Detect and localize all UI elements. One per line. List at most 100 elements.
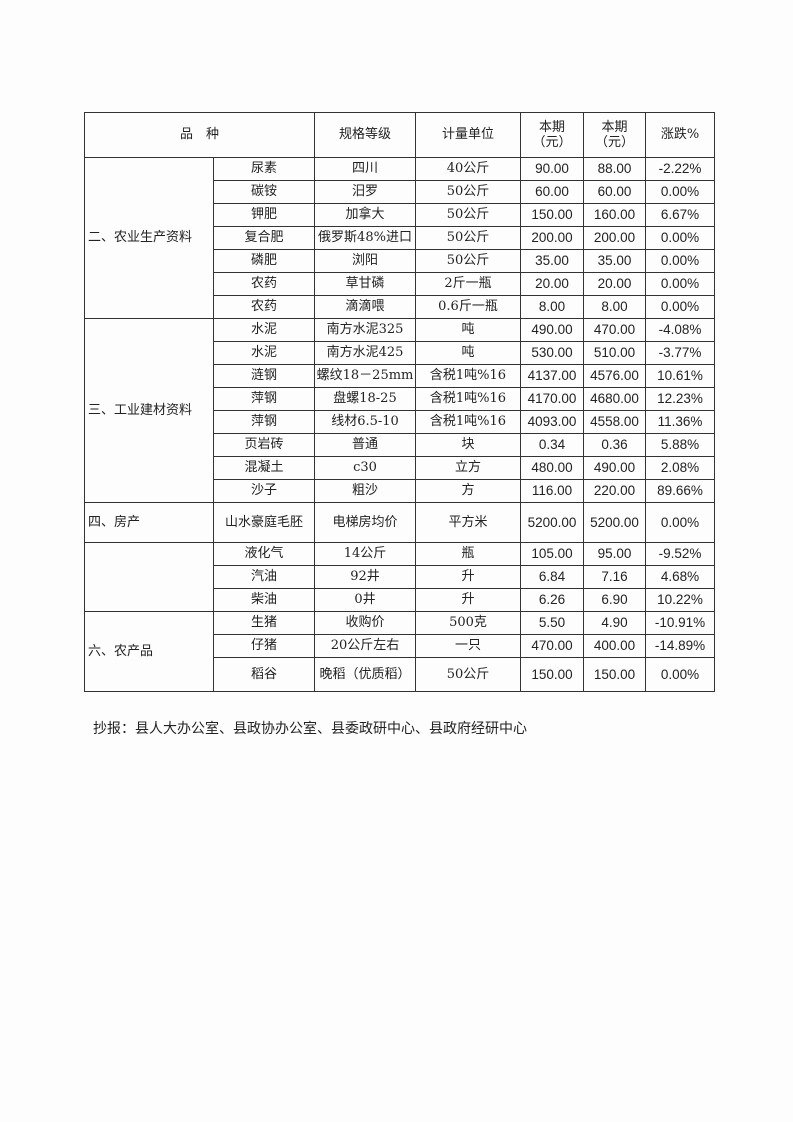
table-row: 稻谷 晚稻（优质稻） 50公斤 150.00 150.00 0.00%: [85, 657, 715, 692]
cell-unit: 吨: [415, 318, 521, 342]
cell-unit: 500克: [415, 611, 521, 635]
cell-item: 液化气: [213, 542, 315, 566]
cell-change: 4.68%: [645, 565, 715, 589]
header-change: 涨跌%: [645, 112, 715, 158]
cell-change: 6.67%: [645, 203, 715, 227]
cell-unit: 含税1吨%16: [415, 410, 521, 434]
cell-item: 山水豪庭毛胚: [213, 502, 315, 543]
header-variety: 品 种: [84, 112, 315, 158]
cell-spec: 普通: [314, 433, 416, 457]
table-row: 页岩砖 普通块 0.34 0.36 5.88%: [85, 433, 715, 457]
cell-change: -9.52%: [645, 542, 715, 566]
cell-price-2: 4576.00: [583, 364, 646, 388]
cell-unit: 50公斤: [415, 657, 521, 692]
cell-price-2: 160.00: [583, 203, 646, 227]
cell-unit: 块: [415, 433, 521, 457]
category-label: 三、工业建材资料: [84, 318, 214, 503]
cell-change: -14.89%: [645, 634, 715, 658]
cell-price-1: 200.00: [520, 226, 584, 250]
cell-price-2: 60.00: [583, 180, 646, 204]
cell-price-2: 4680.00: [583, 387, 646, 411]
cell-item: 沙子: [213, 479, 315, 503]
cell-price-1: 20.00: [520, 272, 584, 296]
cell-unit: 50公斤: [415, 249, 521, 273]
cell-item: 汽油: [213, 565, 315, 589]
table-row: 农药 草甘磷 2斤一瓶 20.00 20.00 0.00%: [85, 272, 715, 296]
cell-price-2: 4558.00: [583, 410, 646, 434]
cell-item: 钾肥: [213, 203, 315, 227]
table-row: 汽油 92井升 6.84 7.16 4.68%: [85, 565, 715, 589]
category-label: 四、房产: [84, 502, 214, 543]
cell-change: 0.00%: [645, 502, 715, 543]
cell-item: 页岩砖: [213, 433, 315, 457]
table-row: 萍钢 线材6.5-10 含税1吨%16 4093.00 4558.00 11.36%: [85, 410, 715, 434]
table-row: 沙子 粗沙方 116.00 220.00 89.66%: [85, 479, 715, 503]
table-row: 萍钢 盘螺18-25 含税1吨%16 4170.00 4680.00 12.23%: [85, 387, 715, 411]
cell-spec: 加拿大: [314, 203, 416, 227]
cell-price-1: 150.00: [520, 657, 584, 692]
cc-footer: 抄报：县人大办公室、县政协办公室、县委政研中心、县政府经研中心: [93, 721, 527, 737]
cell-price-1: 116.00: [520, 479, 584, 503]
cell-change: 5.88%: [645, 433, 715, 457]
cell-item: 水泥: [213, 318, 315, 342]
cell-item: 仔猪: [213, 634, 315, 658]
cell-price-1: 6.84: [520, 565, 584, 589]
header-current-1: 本期 （元）: [520, 112, 584, 158]
cell-unit: 含税1吨%16: [415, 364, 521, 388]
price-table: 品 种 规格等级 计量单位 本期 （元） 本期 （元） 涨跌% 二、农业生产资料…: [84, 112, 715, 692]
cell-change: -3.77%: [645, 341, 715, 365]
category-label: [84, 542, 214, 612]
cell-spec: c30: [314, 456, 416, 480]
cell-item: 复合肥: [213, 226, 315, 250]
table-row: 钾肥 加拿大 50公斤 150.00 160.00 6.67%: [85, 203, 715, 227]
cell-change: -10.91%: [645, 611, 715, 635]
table-row: 涟钢 螺纹18－25mm 含税1吨%16 4137.00 4576.00 10.61%: [85, 364, 715, 388]
cell-change: -2.22%: [645, 157, 715, 181]
cell-price-2: 6.90: [583, 588, 646, 612]
cell-unit: 50公斤: [415, 203, 521, 227]
cell-price-2: 400.00: [583, 634, 646, 658]
cell-spec: 俄罗斯48%进口: [314, 226, 416, 250]
cell-spec: 盘螺18-25: [314, 387, 416, 411]
cell-change: 0.00%: [645, 249, 715, 273]
cell-unit: 升: [415, 565, 521, 589]
table-row: 三、工业建材资料 水泥 南方水泥325 吨 490.00 470.00 -4.08%: [84, 318, 715, 503]
cell-price-1: 60.00: [520, 180, 584, 204]
cell-unit: 50公斤: [415, 180, 521, 204]
cell-price-2: 200.00: [583, 226, 646, 250]
cell-price-2: 150.00: [583, 657, 646, 692]
cell-price-2: 490.00: [583, 456, 646, 480]
cell-spec: 南方水泥325: [314, 318, 416, 342]
cell-price-1: 8.00: [520, 295, 584, 319]
cell-change: 10.61%: [645, 364, 715, 388]
cell-price-2: 20.00: [583, 272, 646, 296]
cell-unit: 一只: [415, 634, 521, 658]
cell-item: 农药: [213, 272, 315, 296]
cell-unit: 升: [415, 588, 521, 612]
cell-unit: 含税1吨%16: [415, 387, 521, 411]
cell-item: 碳铵: [213, 180, 315, 204]
cell-item: 稻谷: [213, 657, 315, 692]
cell-change: 10.22%: [645, 588, 715, 612]
cell-change: 0.00%: [645, 226, 715, 250]
cell-change: 11.36%: [645, 410, 715, 434]
cell-change: 12.23%: [645, 387, 715, 411]
cell-spec: 线材6.5-10: [314, 410, 416, 434]
cell-spec: 20公斤左右: [314, 634, 416, 658]
cell-price-1: 90.00: [520, 157, 584, 181]
cell-price-2: 35.00: [583, 249, 646, 273]
cell-price-1: 4137.00: [520, 364, 584, 388]
cell-price-1: 4093.00: [520, 410, 584, 434]
cell-price-2: 95.00: [583, 542, 646, 566]
cell-unit: 瓶: [415, 542, 521, 566]
table-row: 复合肥 俄罗斯48%进口 50公斤 200.00 200.00 0.00%: [85, 226, 715, 250]
cell-item: 农药: [213, 295, 315, 319]
cell-price-1: 5.50: [520, 611, 584, 635]
cell-unit: 平方米: [415, 502, 521, 543]
cell-change: 0.00%: [645, 180, 715, 204]
cell-price-1: 150.00: [520, 203, 584, 227]
cell-spec: 电梯房均价: [314, 502, 416, 543]
table-row: 六、农产品 生猪 收购价 500克 5.50 4.90 -10.91%: [84, 611, 715, 692]
cell-price-1: 5200.00: [520, 502, 584, 543]
